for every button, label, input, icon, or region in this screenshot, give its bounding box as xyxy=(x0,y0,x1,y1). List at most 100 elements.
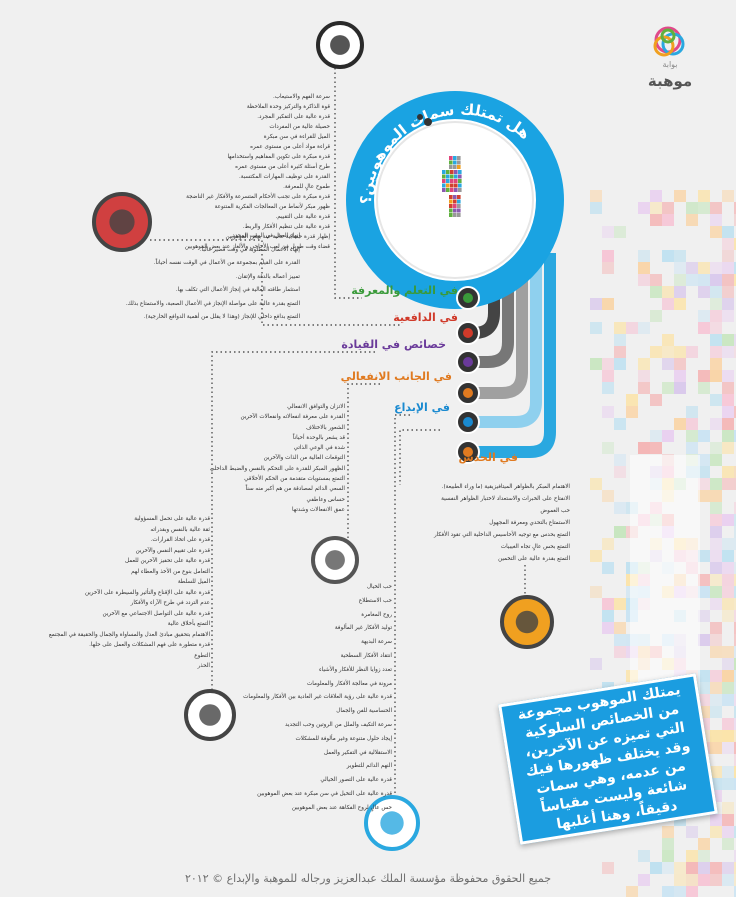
mosaic-tile xyxy=(650,862,662,874)
mosaic-tile xyxy=(722,610,734,622)
mosaic-tile xyxy=(614,634,626,646)
figure-pixel xyxy=(446,183,450,188)
mosaic-tile xyxy=(602,622,614,634)
mosaic-tile xyxy=(590,358,602,370)
mosaic-tile xyxy=(734,874,736,886)
mosaic-tile xyxy=(698,670,710,682)
gear xyxy=(424,118,432,126)
list-item: قدرة عالية على التقييم. xyxy=(275,214,330,220)
mosaic-tile xyxy=(710,418,722,430)
figure-pixel xyxy=(457,195,461,199)
mosaic-tile xyxy=(674,250,686,262)
ribbon xyxy=(470,253,556,458)
figure-pixel xyxy=(449,160,453,165)
mosaic-tile xyxy=(710,646,722,658)
figure-pixel xyxy=(457,204,461,208)
mosaic-tile xyxy=(710,370,722,382)
mosaic-tile xyxy=(710,622,722,634)
mosaic-tile xyxy=(638,202,650,214)
figure-pixel xyxy=(458,183,462,188)
mosaic-tile xyxy=(674,286,686,298)
list-item: القدرة على توظيف المهارات المكتسبة. xyxy=(238,174,330,180)
mosaic-tile xyxy=(698,370,710,382)
figure-pixel xyxy=(457,165,461,169)
list-item: التوقعات العالية من الذات والآخرين xyxy=(263,455,345,462)
mosaic-tile xyxy=(614,502,626,514)
mosaic-tile xyxy=(710,862,722,874)
mosaic-tile xyxy=(710,538,722,550)
mosaic-tile xyxy=(662,202,674,214)
mosaic-tile xyxy=(602,598,614,610)
mosaic-tile xyxy=(674,874,686,886)
mosaic-tile xyxy=(734,574,736,586)
list-item: الاهتمام المبكر بالظواهر الميتافيزيقية (… xyxy=(441,484,570,490)
mosaic-tile xyxy=(722,466,734,478)
mosaic-tile xyxy=(614,646,626,658)
mosaic-tile xyxy=(722,286,734,298)
figure-pixel xyxy=(446,179,450,183)
figure-pixel xyxy=(453,160,457,165)
figure-pixel xyxy=(453,199,457,204)
mosaic-tile xyxy=(734,214,736,226)
list-item: ظهور مبكر لأنماط من المعالجات الفكرية ال… xyxy=(214,204,330,210)
mosaic-tile xyxy=(686,430,698,442)
connector xyxy=(347,383,380,540)
mosaic-tile xyxy=(698,454,710,466)
mosaic-tile xyxy=(734,658,736,670)
mosaic-tile xyxy=(686,826,698,838)
mosaic-tile xyxy=(686,202,698,214)
list-item: الظهور المبكر للقدرة على التحكم بالنفس و… xyxy=(209,465,345,472)
mosaic-tile xyxy=(650,190,662,202)
mosaic-tile xyxy=(674,418,686,430)
section-list: الاتزان والتوافق الانفعالي القدرة على معر… xyxy=(210,402,345,515)
mosaic-tile xyxy=(590,658,602,670)
mosaic-tile xyxy=(722,238,734,250)
list-item: الحساسية للفن والجمال xyxy=(336,708,392,715)
mosaic-tile xyxy=(698,634,710,646)
figure-pixel xyxy=(449,199,453,204)
figure-pixel xyxy=(453,213,457,217)
list-item: الاستقلالية في التفكير والعمل xyxy=(323,749,392,756)
list-item: التمتع بأخلاق عالية xyxy=(167,621,210,627)
mosaic-tile xyxy=(722,574,734,586)
figure-pixel xyxy=(450,179,454,183)
list-item: التمتع بمستويات متقدمة من الحكم الأخلاقي xyxy=(244,476,345,483)
figure-pixel xyxy=(453,204,457,208)
list-item: إظهار قدرة حسابية عالية عند بعض الموهوبي… xyxy=(225,234,330,240)
mosaic-tile xyxy=(638,382,650,394)
mosaic-tile xyxy=(722,682,734,694)
mosaic-tile xyxy=(602,490,614,502)
mosaic-tile xyxy=(722,394,734,406)
mosaic-tile xyxy=(698,202,710,214)
mosaic-tile xyxy=(734,334,736,346)
mosaic-tile xyxy=(710,442,722,454)
list-item: التمتع بدافع داخلي للإنجاز (وهذا لا يقلل… xyxy=(143,314,300,320)
feature-icon-glyph xyxy=(380,811,404,835)
mosaic-tile xyxy=(602,562,614,574)
figure-pixel xyxy=(457,199,461,204)
mosaic-tile xyxy=(674,262,686,274)
list-item: قدرة متطورة على فهم المشكلات والعمل على … xyxy=(89,642,210,648)
mosaic-tile xyxy=(662,358,674,370)
mosaic-tile xyxy=(722,478,734,490)
list-item: قدرة على تقييم النفس والآخرين xyxy=(135,547,210,554)
list-item: القدرة على القيام بمجموعة من الأعمال في … xyxy=(153,260,300,266)
section-label: في الإبداع xyxy=(394,401,450,414)
connector xyxy=(334,68,362,299)
mosaic-tile xyxy=(650,430,662,442)
mosaic-tile xyxy=(698,466,710,478)
list-item: تمييز أعماله بالدقة والإتقان. xyxy=(235,273,300,280)
mosaic-tile xyxy=(698,550,710,562)
figure-pixel xyxy=(450,183,454,188)
mosaic-tile xyxy=(686,862,698,874)
list-item: طرح أسئلة كثيرة أعلى من مستوى عمره xyxy=(235,164,330,170)
mosaic-tile xyxy=(734,730,736,742)
figure-pixel xyxy=(446,188,450,192)
mosaic-tile xyxy=(722,550,734,562)
figure-pixel xyxy=(453,195,457,199)
mosaic-tile xyxy=(722,382,734,394)
footer: جميع الحقوق محفوظة مؤسسة الملك عبدالعزيز… xyxy=(184,872,552,885)
section-icon-core xyxy=(463,388,473,398)
gear-deco xyxy=(417,114,432,126)
mosaic-tile xyxy=(686,850,698,862)
